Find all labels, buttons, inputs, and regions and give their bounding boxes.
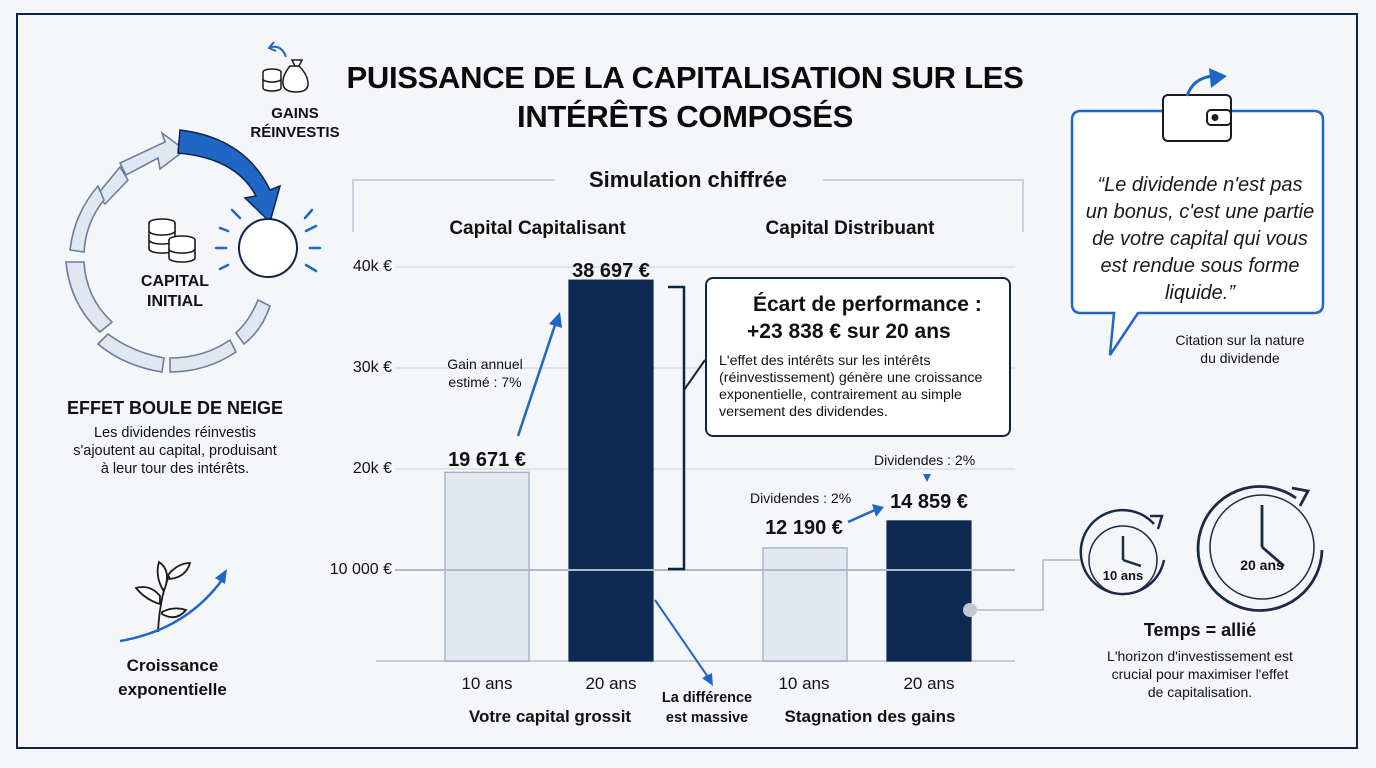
y-tick-10k: 10 000 € (329, 561, 392, 578)
group-title-distribuant: Capital Distribuant (765, 218, 935, 239)
dividend-annotation-20: Dividendes : 2% (874, 452, 976, 468)
bar-capitalisant-20-ans (568, 279, 654, 662)
difference-label-2: est massive (665, 710, 749, 726)
time-title: Temps = allié (1143, 620, 1257, 640)
difference-arrow (654, 599, 709, 678)
gain-arrow (516, 324, 557, 437)
effect-text-3: à leur tour des intérêts. (100, 461, 250, 477)
x-tick-cap-20: 20 ans (585, 674, 637, 693)
glow-rays (214, 208, 322, 273)
bar-label-cap-20: 38 697 € (572, 260, 650, 282)
clock-label-20: 20 ans (1240, 557, 1284, 573)
return-arrow-icon (270, 45, 287, 58)
group-caption-distribuant: Stagnation des gains (784, 707, 956, 726)
effect-text-1: Les dividendes réinvestis (93, 425, 256, 441)
time-connector (977, 559, 1080, 611)
simulation-title: Simulation chiffrée (588, 167, 788, 192)
group-caption-capitalisant: Votre capital grossit (468, 707, 632, 726)
coins-icon (148, 218, 196, 263)
x-tick-dist-10: 10 ans (778, 674, 830, 693)
clock-label-10: 10 ans (1102, 568, 1144, 583)
clock-10-icon (1079, 508, 1166, 596)
dividend-growth-arrow (847, 508, 876, 524)
y-tick-20k: 20k € (352, 460, 392, 477)
quote-caption-2: du dividende (1200, 350, 1280, 366)
bar-label-dist-10: 12 190 € (765, 517, 843, 539)
y-tick-30k: 30k € (352, 359, 392, 376)
bar-distribuant-20-ans (886, 520, 972, 662)
y-tick-40k: 40k € (352, 258, 392, 275)
clock-20-icon (1196, 485, 1324, 612)
cycle-arrows (65, 130, 271, 373)
bar-label-dist-20: 14 859 € (890, 491, 968, 513)
dividend-marker (923, 474, 931, 482)
time-text-2: crucial pour maximiser l'effet (1111, 666, 1289, 682)
quote-text: “Le dividende n'est pas un bonus, c'est … (1085, 174, 1315, 304)
effect-title: EFFET BOULE DE NEIGE (66, 398, 284, 418)
difference-label-1: La différence (661, 690, 753, 706)
bar-distribuant-10-ans (762, 547, 848, 662)
effect-text-2: s'ajoutent au capital, produisant (73, 443, 277, 459)
gain-annotation-2: estimé : 7% (448, 374, 522, 390)
bar-label-cap-10: 19 671 € (448, 449, 526, 471)
chart-bars (395, 279, 1015, 662)
group-title-capitalisant: Capital Capitalisant (449, 218, 626, 239)
growth-arrow (119, 579, 224, 643)
page-title: PUISSANCE DE LA CAPITALISATION SUR LES I… (346, 60, 1024, 134)
plant-icon (134, 560, 192, 633)
page-frame (16, 13, 1358, 749)
callout-body: L'effet des intérêts sur les intérêts (r… (719, 353, 983, 420)
bar-capitalisant-10-ans (444, 471, 530, 662)
callout-heading-1: Écart de performance : (753, 293, 982, 316)
quote-caption-1: Citation sur la nature (1175, 332, 1305, 348)
difference-bracket (668, 285, 686, 571)
dividend-annotation-10: Dividendes : 2% (750, 490, 852, 506)
wallet-icon (1162, 94, 1232, 142)
time-text-3: de capitalisation. (1147, 684, 1253, 700)
cycle-top-label-2: RÉINVESTIS (250, 124, 340, 141)
simulation-bracket (352, 179, 1024, 232)
cycle-center-label-2: INITIAL (147, 293, 203, 310)
quote-bubble (1070, 109, 1325, 356)
x-tick-cap-10: 10 ans (461, 674, 513, 693)
callout-heading-2: +23 838 € sur 20 ans (747, 320, 951, 343)
growth-label-2: exponentielle (118, 680, 227, 699)
x-tick-dist-20: 20 ans (903, 674, 955, 693)
money-bag-icon (262, 59, 309, 93)
cycle-center-label-1: CAPITAL (140, 273, 210, 290)
time-text-1: L'horizon d'investissement est (1107, 648, 1293, 664)
highlight-arrow (177, 129, 282, 224)
performance-callout: Écart de performance : +23 838 € sur 20 … (705, 277, 1011, 437)
growth-label-1: Croissance (126, 656, 219, 675)
cycle-top-label-1: GAINS (271, 105, 319, 122)
gain-annotation-1: Gain annuel (447, 356, 523, 372)
